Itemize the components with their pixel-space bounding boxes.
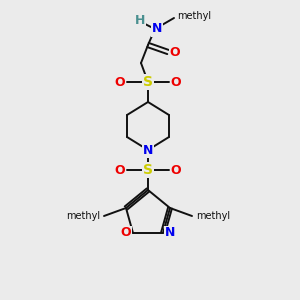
Text: O: O (115, 76, 125, 88)
Text: methyl: methyl (196, 211, 230, 221)
Text: S: S (143, 163, 153, 177)
Text: O: O (121, 226, 131, 239)
Text: O: O (171, 76, 181, 88)
Text: methyl: methyl (66, 211, 100, 221)
Text: N: N (143, 143, 153, 157)
Text: O: O (171, 164, 181, 176)
Text: O: O (170, 46, 180, 59)
Text: N: N (152, 22, 162, 35)
Text: methyl: methyl (177, 11, 211, 21)
Text: O: O (115, 164, 125, 176)
Text: H: H (135, 14, 145, 26)
Text: S: S (143, 75, 153, 89)
Text: N: N (165, 226, 175, 239)
